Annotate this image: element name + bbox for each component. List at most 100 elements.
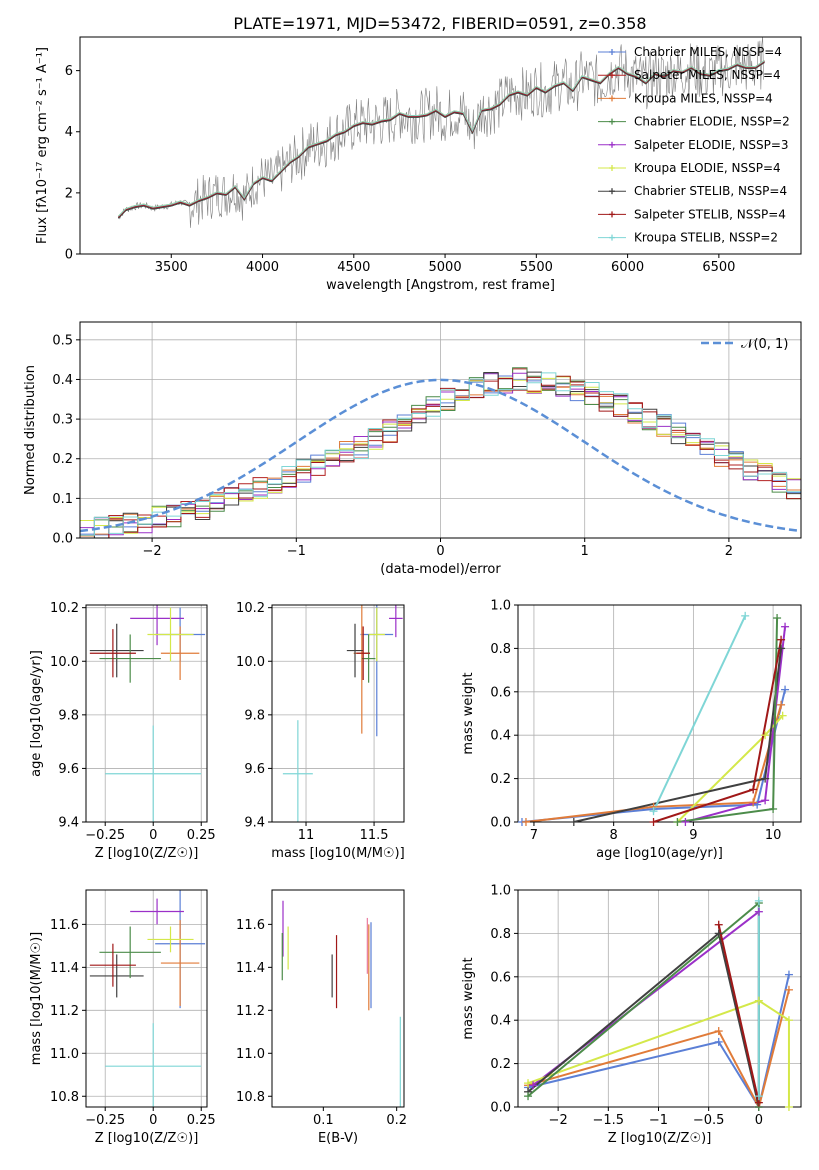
histogram-line [80,375,801,538]
y-tick-label: 2 [65,186,73,201]
x-tick-label: 6500 [702,260,735,275]
x-axis-label: Z [log10(Z/Z☉)] [95,1131,199,1146]
weight-line [527,999,790,1107]
plot-area [281,900,401,1107]
y-axis-label: Flux [fλ10⁻¹⁷ erg cm⁻² s⁻¹ A⁻¹] [35,47,50,244]
panel-mass_vs_Z: −0.25 0 0.25 10.8 11.0 11.2 11.4 11.6 Z [log10(Z… [29,889,216,1146]
y-tick-label: 1.0 [490,599,511,614]
x-tick-label: 0.25 [187,1113,216,1128]
axes-frame [85,889,208,1108]
x-tick-label: 1 [581,544,589,559]
x-axis-label: Z [log10(Z/Z☉)] [95,846,199,861]
model-line [117,60,765,217]
y-tick-label: 10.8 [50,1090,79,1105]
axes-frame [79,36,802,255]
histogram-line [80,368,801,538]
y-tick-label: 0.3 [52,413,73,428]
y-tick-label: 11.6 [236,918,265,933]
panel-residuals: −2 −1 0 1 2 0.0 0.1 0.2 0.3 0.4 0.5 (data-model)/er… [23,321,802,577]
axes-frame [271,604,405,823]
y-tick-label: 10.0 [236,655,265,670]
weight-line [717,924,760,1103]
x-tick-label: 0.25 [187,828,216,843]
y-tick-label: 9.6 [58,762,79,777]
y-axis-label: age [log10(age/yr)] [29,650,44,777]
axes-frame [271,889,405,1108]
legend-entry: Salpeter ELODIE, NSSP=3 [634,138,789,152]
y-tick-label: 4 [65,125,73,140]
x-tick-label: −2 [143,544,162,559]
normal-curve-line [80,378,801,533]
x-tick-label: −0.25 [85,1113,125,1128]
x-tick-label: 0 [436,544,444,559]
x-tick-label: 6000 [611,260,644,275]
y-tick-label: 6 [65,64,73,79]
panel-spectrum: 3500 4000 4500 5000 5500 6000 6500 0 2 4 6 waveleng… [35,36,802,293]
y-tick-label: 9.8 [58,708,79,723]
y-tick-label: 11.2 [236,1004,265,1019]
weight-line [652,615,747,812]
y-tick-label: 11.6 [50,918,79,933]
axes-frame [517,604,802,823]
legend-entry: Kroupa ELODIE, NSSP=4 [634,161,781,175]
y-tick-label: 0.4 [490,729,511,744]
y-tick-label: 0 [65,248,73,263]
plot-area [282,605,403,822]
legend-entry: Salpeter STELIB, NSSP=4 [634,207,786,221]
x-tick-label: 0.1 [313,1113,334,1128]
weight-line [527,989,790,1107]
x-tick-label: 5000 [429,260,462,275]
x-tick-label: 0 [755,1113,763,1128]
x-tick-label: −1 [287,544,306,559]
x-tick-label: 7 [530,828,538,843]
legend-entry: Chabrier MILES, NSSP=4 [634,45,782,59]
y-tick-label: 0.0 [52,532,73,547]
y-tick-label: 9.8 [244,708,265,723]
model-line [117,60,765,218]
x-axis-label: age [log10(age/yr)] [596,846,723,861]
x-tick-label: 0 [149,828,157,843]
y-tick-label: 11.0 [236,1047,265,1062]
x-tick-label: 10 [765,828,782,843]
y-tick-label: 10.2 [50,601,79,616]
panel-mass_vs_ebv: 0.1 0.2 10.8 11.0 11.2 11.4 11.6 E(B-V) [236,889,407,1146]
plot-area [89,890,206,1107]
y-tick-label: 10.8 [236,1090,265,1105]
y-tick-label: 0.0 [490,816,511,831]
y-axis-label: mass weight [461,957,476,1039]
y-axis-label: Normed distribution [23,365,38,495]
x-tick-label: −0.5 [693,1113,725,1128]
plot-area [527,900,790,1107]
legend-entry: Salpeter MILES, NSSP=4 [634,68,781,82]
x-axis-label: mass [log10(M/M☉)] [271,846,404,861]
y-tick-label: 0.2 [490,772,511,787]
y-tick-label: 1.0 [490,884,511,899]
y-tick-label: 0.5 [52,333,73,348]
x-tick-label: −1 [649,1113,668,1128]
panel-age_vs_Z: −0.25 0 0.25 9.4 9.6 9.8 10.0 10.2 Z [log10(Z/Z☉… [29,601,216,861]
weight-line [527,974,790,1107]
y-tick-label: 9.6 [244,762,265,777]
plot-area [89,605,206,822]
y-tick-label: 0.2 [490,1057,511,1072]
model-line [117,61,765,219]
weight-line [525,704,783,822]
histogram-line [80,372,801,536]
x-tick-label: 11 [298,828,315,843]
x-tick-label: 11.5 [360,828,389,843]
x-tick-label: 5500 [520,260,553,275]
y-tick-label: 10.2 [236,601,265,616]
legend-entry: 𝒩(0, 1) [741,337,788,352]
y-tick-label: 0.4 [490,1014,511,1029]
y-tick-label: 11.0 [50,1047,79,1062]
axes-frame [517,889,802,1108]
chart-panels: 3500 4000 4500 5000 5500 6000 6500 0 2 4 6 waveleng… [23,36,802,1146]
x-tick-label: 0 [149,1113,157,1128]
legend-entry: Chabrier STELIB, NSSP=4 [634,184,787,198]
x-tick-label: −1.5 [593,1113,625,1128]
y-tick-label: 11.4 [50,961,79,976]
y-tick-label: 9.4 [58,816,79,831]
x-axis-label: E(B-V) [318,1131,358,1146]
x-tick-label: −2 [549,1113,568,1128]
x-tick-label: 3500 [155,260,188,275]
